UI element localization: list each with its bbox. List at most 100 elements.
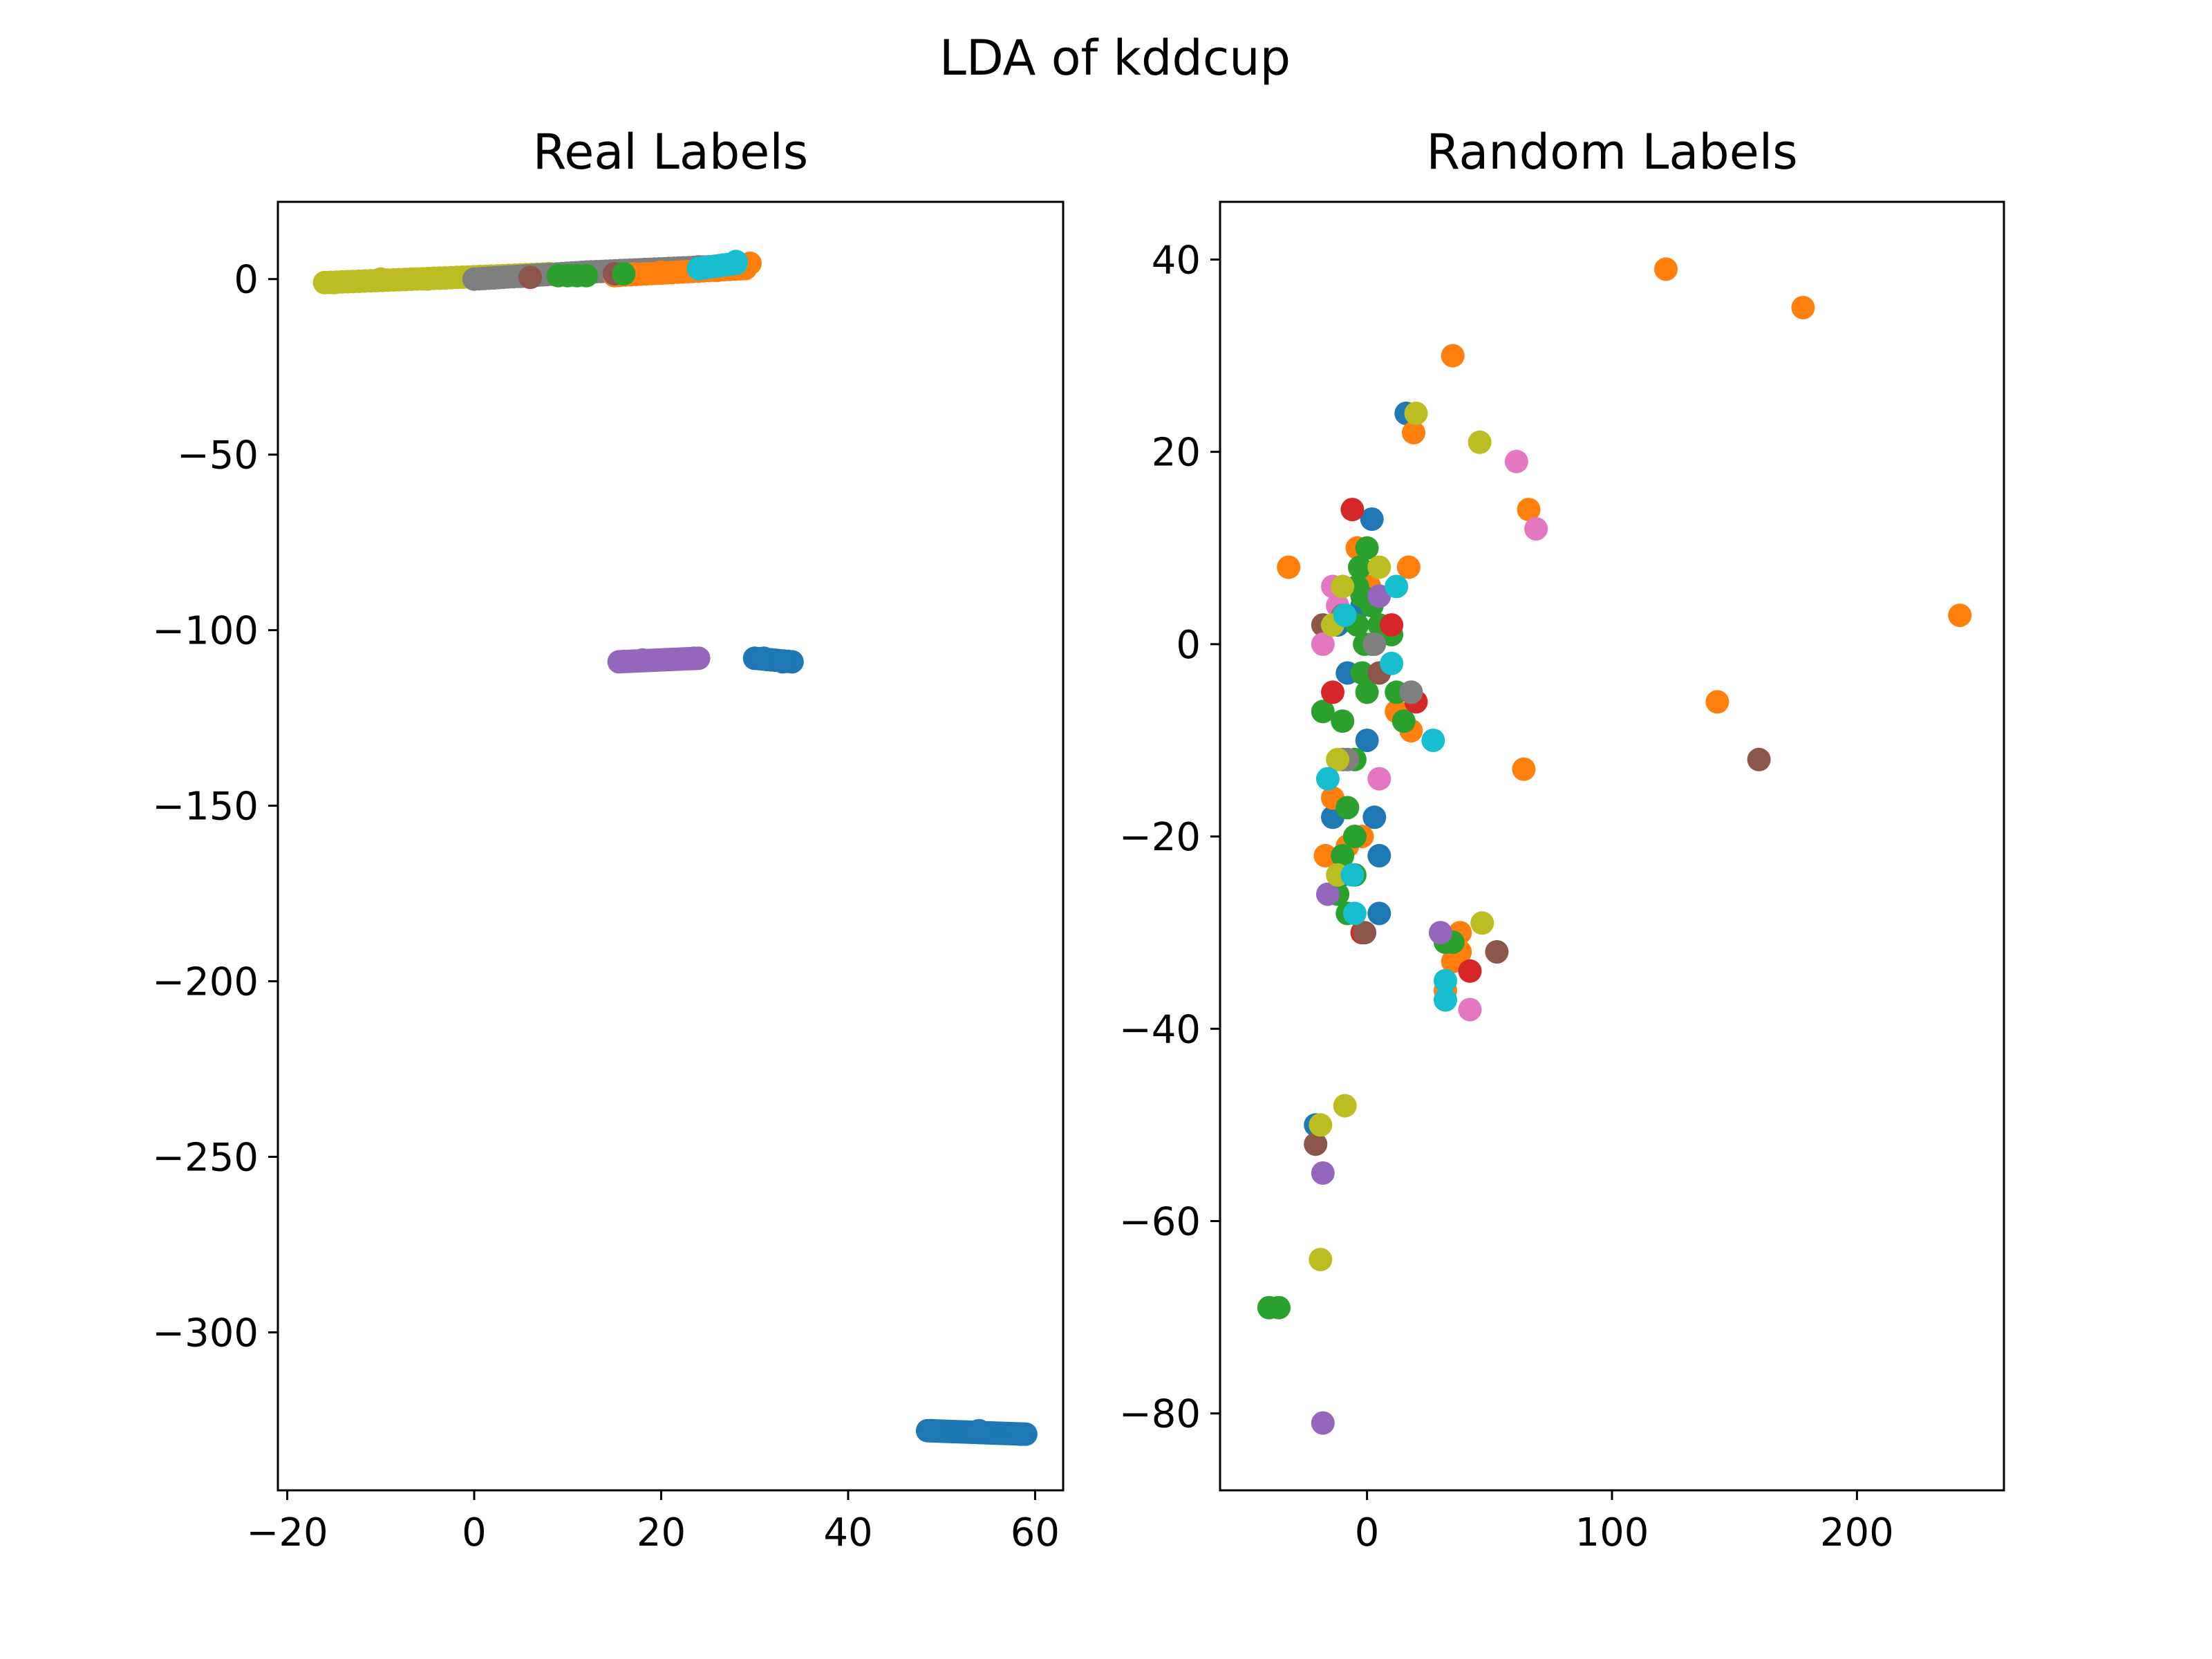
random-labels-point — [1355, 680, 1379, 704]
random-labels-point — [1326, 747, 1350, 771]
real-labels-x-tick-label: 20 — [637, 1510, 686, 1555]
real-labels-y-tick-label: 0 — [234, 258, 259, 303]
random-labels-y-axis: 40 20 0 −20 −40 −60 −80 — [1119, 238, 1220, 1437]
random-labels-x-axis: 0 100 200 — [1355, 1490, 1894, 1555]
random-labels-point — [1331, 843, 1355, 868]
real-labels-x-tick-label: 0 — [462, 1510, 487, 1555]
random-labels-y-tick-label: 20 — [1152, 431, 1201, 476]
random-labels-point — [1340, 863, 1365, 887]
random-labels-point — [1321, 680, 1344, 704]
random-labels-y-tick-label: 0 — [1176, 623, 1201, 668]
random-labels-point — [1391, 709, 1416, 733]
random-labels-point — [1331, 709, 1355, 733]
random-labels-point — [1441, 344, 1465, 368]
random-labels-x-tick-label: 200 — [1820, 1510, 1894, 1555]
random-labels-point — [1705, 690, 1730, 714]
random-labels-x-tick-label: 0 — [1355, 1510, 1380, 1555]
random-labels-y-tick-label: −60 — [1119, 1200, 1201, 1245]
random-labels-point — [1402, 420, 1425, 444]
random-labels-title: Random Labels — [1426, 124, 1797, 180]
real-labels-y-tick-label: −50 — [177, 433, 259, 478]
random-labels-point — [1342, 901, 1367, 926]
random-labels-point — [1315, 882, 1340, 906]
random-labels-point — [1441, 949, 1465, 973]
real-labels-x-axis: −20 0 20 40 60 — [246, 1490, 1060, 1555]
random-labels-point — [1396, 555, 1421, 579]
real-labels-point — [649, 260, 673, 284]
real-labels-point — [630, 648, 655, 672]
random-labels-point — [1333, 1094, 1357, 1118]
real-labels-point — [724, 250, 748, 274]
random-labels-point — [1348, 555, 1371, 579]
random-labels-point — [1362, 805, 1387, 830]
random-labels-markers — [1257, 257, 1972, 1435]
random-labels-point — [1948, 603, 1972, 628]
random-labels-point — [1311, 1161, 1335, 1185]
random-labels-point — [1313, 843, 1338, 868]
real-labels-y-tick-label: −200 — [152, 960, 259, 1005]
random-labels-point — [1380, 651, 1404, 675]
real-labels-point — [368, 267, 393, 291]
random-labels-point — [1315, 767, 1340, 791]
random-labels-point — [1309, 1113, 1333, 1137]
random-labels-point — [1512, 757, 1536, 781]
real-labels-point — [967, 1418, 991, 1443]
real-labels-axes-frame — [276, 200, 1065, 1492]
real-labels-point — [752, 646, 776, 671]
random-labels-y-tick-label: −20 — [1119, 815, 1201, 860]
random-labels-y-tick-label: −80 — [1119, 1392, 1201, 1437]
real-labels-title: Real Labels — [533, 124, 808, 180]
real-labels-point — [415, 267, 440, 291]
real-labels-point — [771, 650, 795, 674]
random-labels-point — [1468, 430, 1492, 454]
random-labels-point — [1367, 901, 1391, 926]
random-labels-y-tick-label: 40 — [1152, 238, 1201, 283]
random-labels-point — [1355, 729, 1379, 752]
random-labels-point — [1335, 796, 1360, 820]
random-labels-point — [1277, 555, 1301, 579]
random-labels-point — [1504, 449, 1528, 474]
random-labels-point — [1309, 1248, 1333, 1272]
real-labels-point — [574, 263, 599, 288]
random-labels-point — [1470, 911, 1494, 935]
random-labels-point — [1524, 517, 1548, 541]
real-labels-point — [920, 1418, 944, 1443]
random-labels-point — [1747, 747, 1771, 771]
random-labels-point — [1340, 498, 1365, 522]
random-labels-point — [1485, 940, 1509, 964]
real-labels-point — [612, 262, 636, 286]
random-labels-point — [1331, 574, 1355, 599]
random-labels-point — [1367, 555, 1391, 579]
random-labels-point — [1342, 825, 1367, 849]
random-labels-point — [1362, 632, 1387, 656]
random-labels-point — [1304, 1132, 1328, 1156]
random-labels-point — [1385, 574, 1409, 599]
random-labels-point — [1458, 959, 1482, 983]
random-labels-point — [1399, 680, 1423, 704]
real-labels-x-tick-label: 40 — [823, 1510, 872, 1555]
random-labels-point — [1428, 921, 1452, 945]
random-labels-point — [1434, 988, 1457, 1012]
random-labels-point — [1360, 507, 1384, 531]
random-labels-y-tick-label: −40 — [1119, 1007, 1201, 1052]
real-labels-y-tick-label: −150 — [152, 785, 259, 830]
random-labels-point — [1355, 536, 1379, 560]
random-labels-point — [1311, 1411, 1335, 1435]
real-labels-markers — [312, 250, 1038, 1446]
random-labels-point — [1380, 613, 1404, 637]
real-labels-y-tick-label: −300 — [152, 1311, 259, 1356]
real-labels-y-tick-label: −100 — [152, 609, 259, 654]
real-labels-x-tick-label: −20 — [246, 1510, 328, 1555]
figure-title: LDA of kddcup — [939, 30, 1291, 86]
random-labels-point — [1333, 603, 1357, 628]
random-labels-point — [1367, 584, 1391, 608]
real-labels-point — [322, 270, 346, 294]
random-labels-point — [1421, 729, 1445, 752]
random-labels-point — [1517, 498, 1541, 522]
random-labels-x-tick-label: 100 — [1575, 1510, 1649, 1555]
real-labels-point — [518, 265, 543, 290]
random-labels-point — [1434, 968, 1457, 993]
